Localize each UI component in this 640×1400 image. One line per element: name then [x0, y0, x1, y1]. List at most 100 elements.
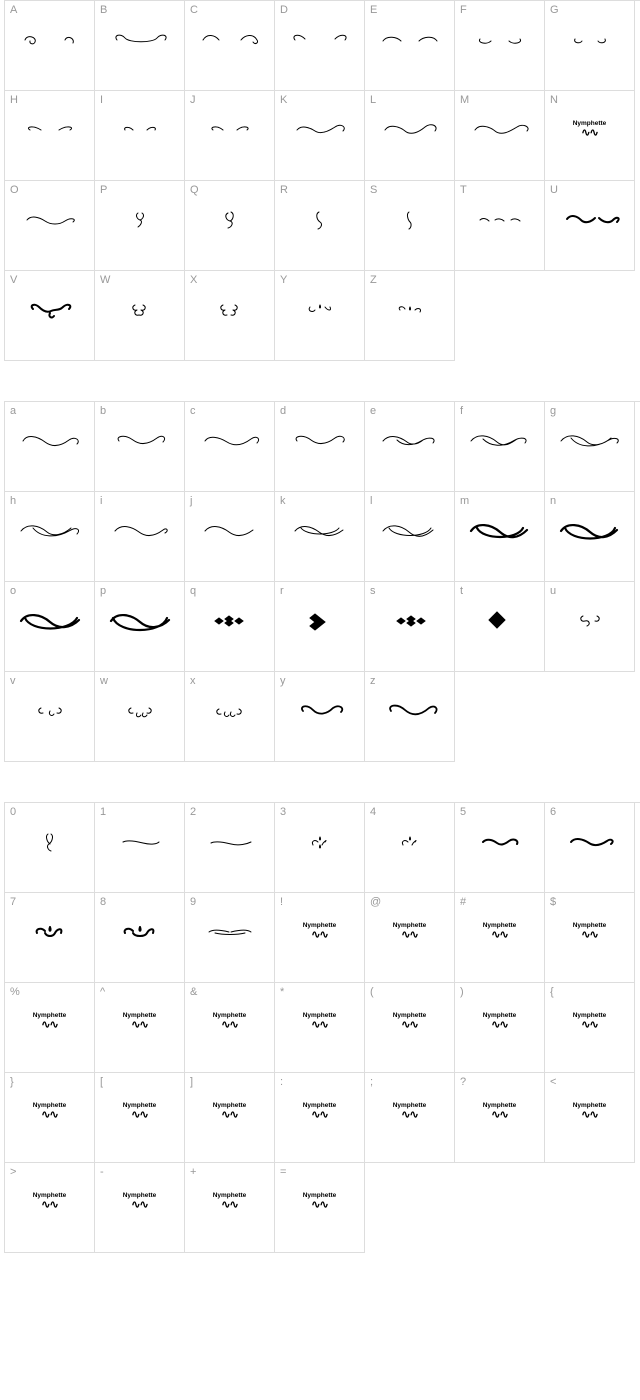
cell-label: 1	[100, 806, 106, 818]
glyph-cell[interactable]: d	[275, 402, 365, 492]
glyph-cell[interactable]: p	[95, 582, 185, 672]
glyph-cell[interactable]: q	[185, 582, 275, 672]
cell-label: V	[10, 274, 18, 286]
glyph-cell[interactable]: B	[95, 1, 185, 91]
glyph-cell[interactable]: X	[185, 271, 275, 361]
glyph-cell[interactable]: N Nymphette ∿∿	[545, 91, 635, 181]
glyph-cell[interactable]: W	[95, 271, 185, 361]
glyph-cell[interactable]: z	[365, 672, 455, 762]
glyph-cell[interactable]: ] Nymphette ∿∿	[185, 1073, 275, 1163]
glyph-cell[interactable]: ? Nymphette ∿∿	[455, 1073, 545, 1163]
glyph-cell[interactable]: R	[275, 181, 365, 271]
glyph-cell[interactable]: 8	[95, 893, 185, 983]
glyph-cell[interactable]: K	[275, 91, 365, 181]
glyph-cell[interactable]: L	[365, 91, 455, 181]
glyph-cell[interactable]: s	[365, 582, 455, 672]
glyph-cell[interactable]: n	[545, 492, 635, 582]
glyph-icon: Nymphette ∿∿	[375, 917, 445, 947]
glyph-cell[interactable]: A	[5, 1, 95, 91]
glyph-cell[interactable]: G	[545, 1, 635, 91]
glyph-cell[interactable]: [ Nymphette ∿∿	[95, 1073, 185, 1163]
glyph-cell[interactable]: c	[185, 402, 275, 492]
glyph-cell[interactable]: E	[365, 1, 455, 91]
glyph-cell[interactable]: 2	[185, 803, 275, 893]
glyph-cell[interactable]: ( Nymphette ∿∿	[365, 983, 455, 1073]
glyph-cell[interactable]: ^ Nymphette ∿∿	[95, 983, 185, 1073]
glyph-cell[interactable]: k	[275, 492, 365, 582]
glyph-cell[interactable]: O	[5, 181, 95, 271]
cell-label: S	[370, 184, 378, 196]
cell-label: ;	[370, 1076, 373, 1088]
glyph-cell[interactable]: 6	[545, 803, 635, 893]
glyph-cell[interactable]: } Nymphette ∿∿	[5, 1073, 95, 1163]
cell-label: Y	[280, 274, 288, 286]
cell-label: }	[10, 1076, 14, 1088]
glyph-cell[interactable]: j	[185, 492, 275, 582]
cell-label: m	[460, 495, 469, 507]
cell-label: r	[280, 585, 284, 597]
glyph-cell[interactable]: h	[5, 492, 95, 582]
glyph-icon: Nymphette ∿∿	[105, 1097, 175, 1127]
glyph-cell[interactable]: x	[185, 672, 275, 762]
glyph-cell[interactable]: : Nymphette ∿∿	[275, 1073, 365, 1163]
glyph-cell[interactable]: 9	[185, 893, 275, 983]
glyph-cell[interactable]: t	[455, 582, 545, 672]
cell-label: g	[550, 405, 556, 417]
glyph-icon	[375, 426, 445, 456]
glyph-cell[interactable]: f	[455, 402, 545, 492]
glyph-cell[interactable]: g	[545, 402, 635, 492]
glyph-cell[interactable]: 7	[5, 893, 95, 983]
glyph-cell[interactable]: ! Nymphette ∿∿	[275, 893, 365, 983]
glyph-cell[interactable]: y	[275, 672, 365, 762]
glyph-cell[interactable]: H	[5, 91, 95, 181]
glyph-cell[interactable]: Z	[365, 271, 455, 361]
glyph-cell[interactable]: # Nymphette ∿∿	[455, 893, 545, 983]
glyph-cell[interactable]: I	[95, 91, 185, 181]
glyph-cell[interactable]: % Nymphette ∿∿	[5, 983, 95, 1073]
glyph-cell[interactable]: b	[95, 402, 185, 492]
glyph-cell[interactable]: * Nymphette ∿∿	[275, 983, 365, 1073]
glyph-cell[interactable]: + Nymphette ∿∿	[185, 1163, 275, 1253]
glyph-cell[interactable]: P	[95, 181, 185, 271]
cell-label: P	[100, 184, 108, 196]
glyph-cell[interactable]: 1	[95, 803, 185, 893]
glyph-cell[interactable]: - Nymphette ∿∿	[95, 1163, 185, 1253]
glyph-cell[interactable]: Q	[185, 181, 275, 271]
glyph-cell[interactable]: Y	[275, 271, 365, 361]
glyph-cell[interactable]: 4	[365, 803, 455, 893]
glyph-cell[interactable]: @ Nymphette ∿∿	[365, 893, 455, 983]
glyph-icon	[195, 606, 265, 636]
glyph-cell[interactable]: M	[455, 91, 545, 181]
glyph-cell[interactable]: l	[365, 492, 455, 582]
glyph-cell[interactable]: { Nymphette ∿∿	[545, 983, 635, 1073]
glyph-cell[interactable]: u	[545, 582, 635, 672]
glyph-cell[interactable]: 5	[455, 803, 545, 893]
glyph-cell[interactable]: C	[185, 1, 275, 91]
glyph-cell[interactable]: $ Nymphette ∿∿	[545, 893, 635, 983]
glyph-cell[interactable]: = Nymphette ∿∿	[275, 1163, 365, 1253]
glyph-cell[interactable]: o	[5, 582, 95, 672]
glyph-cell[interactable]: i	[95, 492, 185, 582]
glyph-cell[interactable]: ) Nymphette ∿∿	[455, 983, 545, 1073]
glyph-cell[interactable]: 3	[275, 803, 365, 893]
glyph-cell[interactable]: r	[275, 582, 365, 672]
glyph-cell[interactable]: e	[365, 402, 455, 492]
glyph-cell[interactable]: < Nymphette ∿∿	[545, 1073, 635, 1163]
glyph-cell[interactable]: F	[455, 1, 545, 91]
glyph-cell[interactable]: ; Nymphette ∿∿	[365, 1073, 455, 1163]
glyph-cell[interactable]: & Nymphette ∿∿	[185, 983, 275, 1073]
glyph-cell[interactable]: 0	[5, 803, 95, 893]
glyph-cell[interactable]: U	[545, 181, 635, 271]
empty-cell	[545, 271, 635, 361]
glyph-cell[interactable]: m	[455, 492, 545, 582]
glyph-cell[interactable]: v	[5, 672, 95, 762]
glyph-cell[interactable]: J	[185, 91, 275, 181]
glyph-cell[interactable]: w	[95, 672, 185, 762]
glyph-cell[interactable]: S	[365, 181, 455, 271]
glyph-cell[interactable]: T	[455, 181, 545, 271]
glyph-cell[interactable]: D	[275, 1, 365, 91]
glyph-icon	[105, 606, 175, 636]
glyph-cell[interactable]: a	[5, 402, 95, 492]
glyph-cell[interactable]: V	[5, 271, 95, 361]
glyph-cell[interactable]: > Nymphette ∿∿	[5, 1163, 95, 1253]
